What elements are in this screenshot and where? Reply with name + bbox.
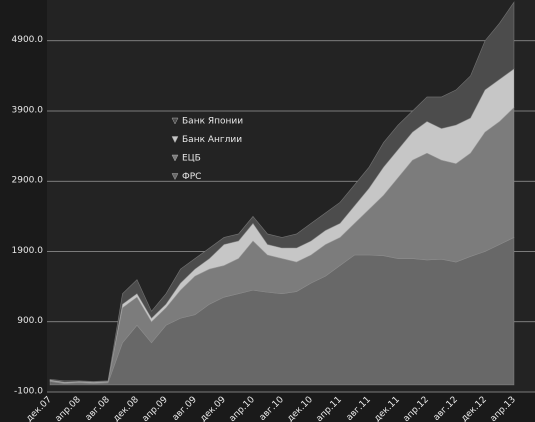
y-tick-label: 2900.0: [12, 176, 44, 186]
legend-label: ФРС: [182, 172, 201, 182]
legend-icon: [171, 173, 179, 181]
areas: [49, 1, 515, 386]
legend-label: ЕЦБ: [182, 154, 201, 164]
y-tick-label: 900.0: [17, 316, 43, 326]
y-tick-label: 4900.0: [12, 35, 44, 45]
y-tick-label: -100.0: [14, 387, 43, 397]
legend: Банк Японии Банк Англии ЕЦБ ФРС: [171, 117, 243, 182]
legend-icon: [171, 154, 179, 162]
legend-icon: [171, 136, 179, 144]
legend-icon: [171, 117, 179, 125]
y-tick-label: 1900.0: [12, 246, 44, 256]
legend-label: Банк Японии: [182, 117, 243, 127]
y-tick-label: 3900.0: [12, 105, 44, 115]
legend-label: Банк Англии: [182, 135, 242, 145]
area: [49, 1, 515, 383]
